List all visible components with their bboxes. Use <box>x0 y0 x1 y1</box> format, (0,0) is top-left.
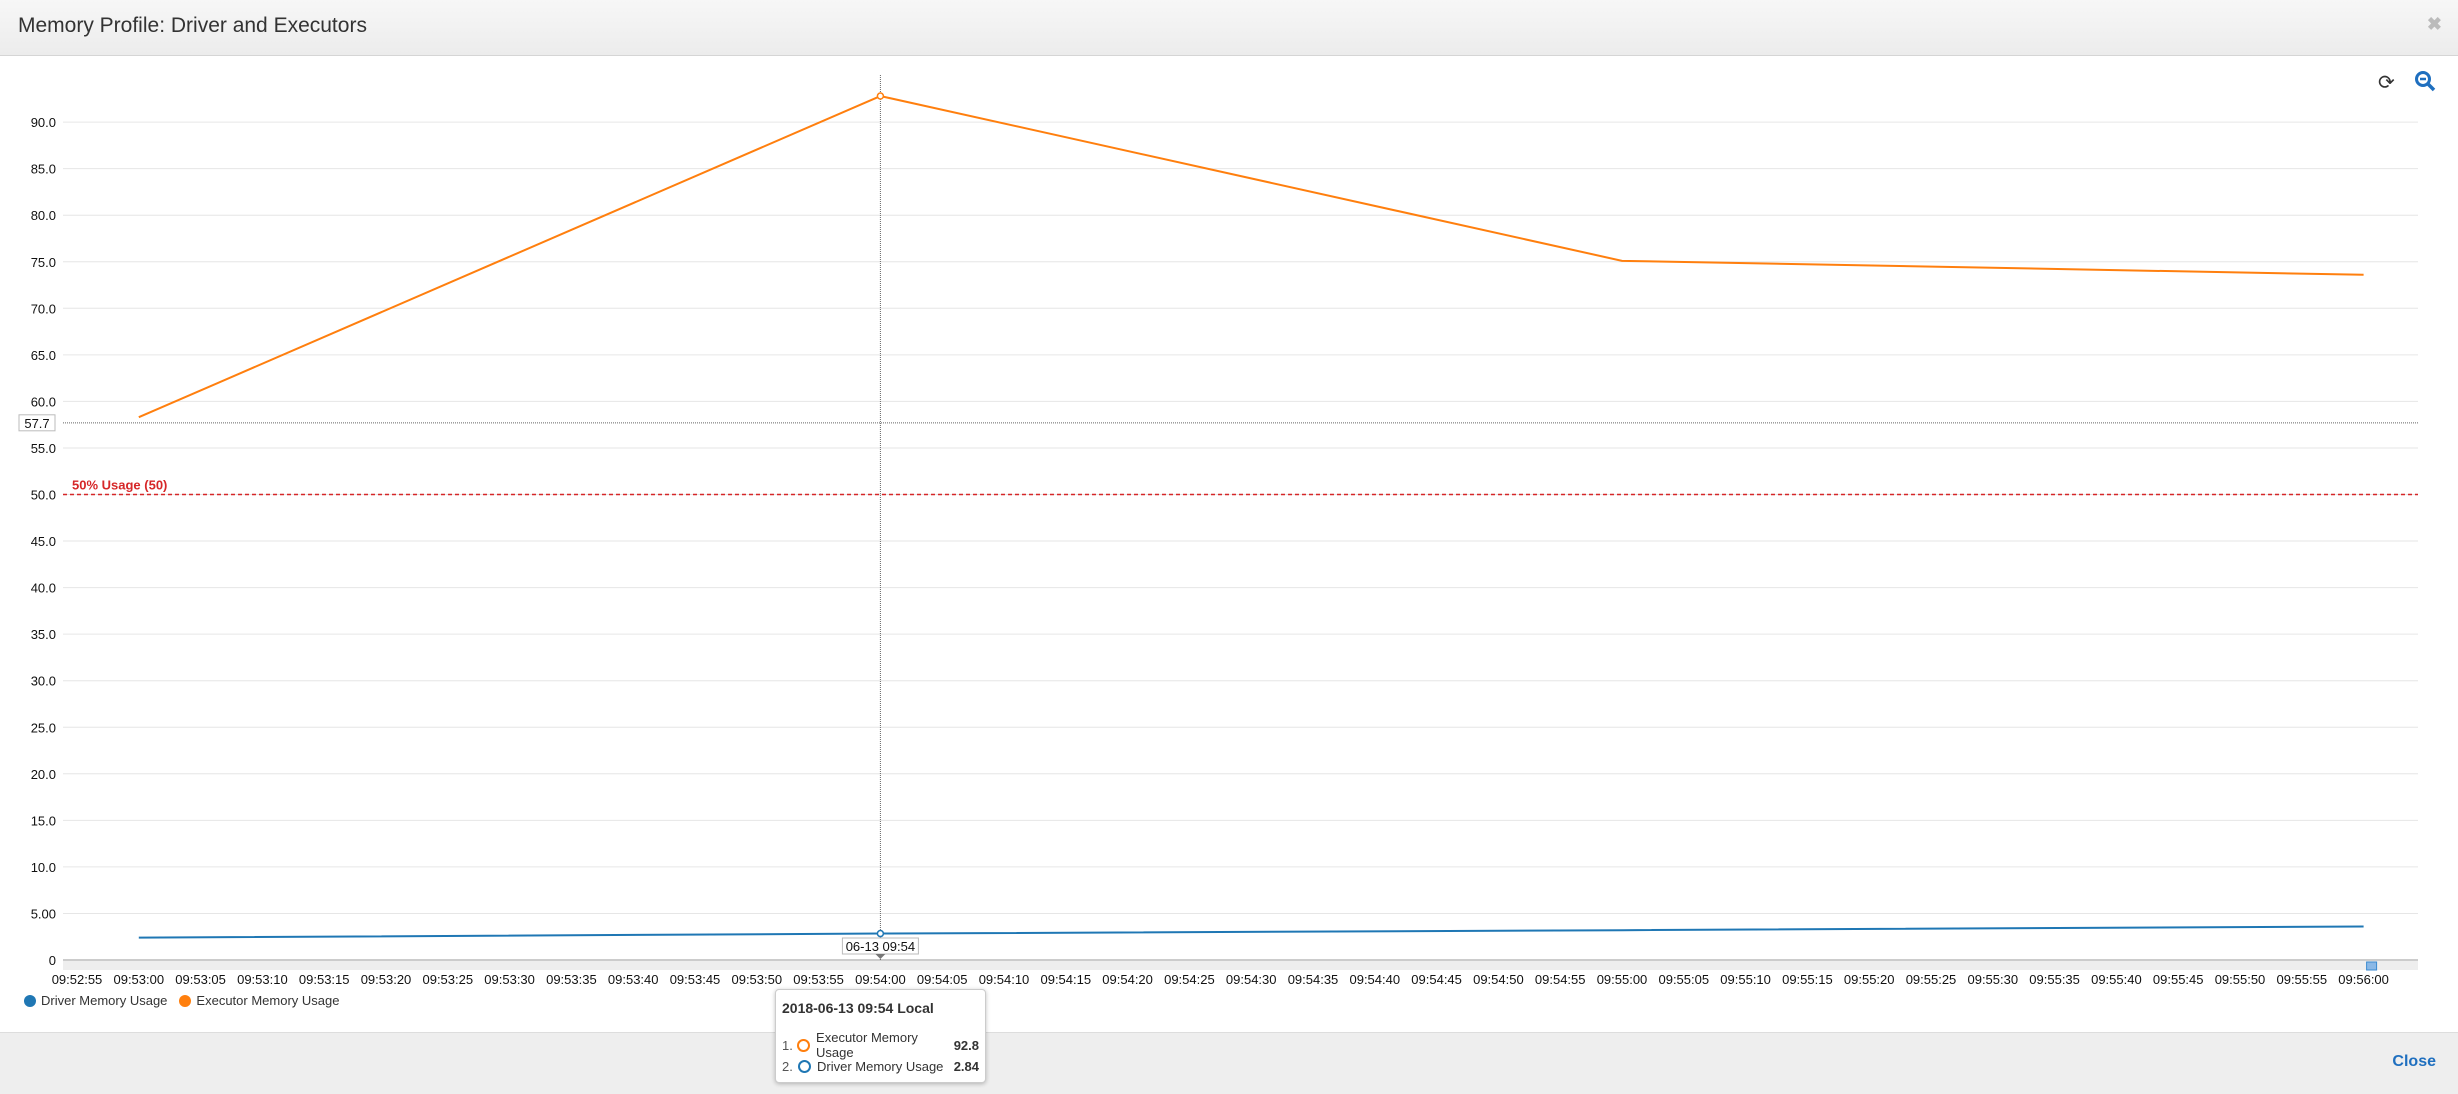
x-tick-label: 09:54:15 <box>1040 972 1091 987</box>
x-tick-label: 09:55:20 <box>1844 972 1895 987</box>
x-tick-label: 09:53:25 <box>422 972 473 987</box>
y-tick-label: 0 <box>49 953 56 968</box>
x-tick-label: 09:53:35 <box>546 972 597 987</box>
x-tick-label: 09:52:55 <box>52 972 103 987</box>
x-tick-label: 09:53:50 <box>731 972 782 987</box>
y-tick-label: 30.0 <box>31 674 56 689</box>
y-tick-label: 65.0 <box>31 348 56 363</box>
x-tick-label: 09:54:35 <box>1288 972 1339 987</box>
tooltip-value: 2.84 <box>953 1059 979 1074</box>
x-tick-label: 09:55:35 <box>2029 972 2080 987</box>
x-tick-label: 09:55:00 <box>1597 972 1648 987</box>
legend-swatch <box>24 994 36 1007</box>
x-tick-label: 09:53:40 <box>608 972 659 987</box>
legend-item-executor[interactable]: Executor Memory Usage <box>179 993 339 1008</box>
x-tick-label: 09:53:55 <box>793 972 844 987</box>
x-tick-label: 09:54:55 <box>1535 972 1586 987</box>
crosshair-y-label: 57.7 <box>24 416 49 431</box>
x-tick-label: 09:54:10 <box>979 972 1030 987</box>
x-tick-label: 09:54:30 <box>1226 972 1277 987</box>
y-tick-label: 25.0 <box>31 720 56 735</box>
x-tick-label: 09:54:50 <box>1473 972 1524 987</box>
x-tick-label: 09:55:45 <box>2153 972 2204 987</box>
x-tick-label: 09:53:20 <box>361 972 412 987</box>
x-tick-label: 09:55:15 <box>1782 972 1833 987</box>
x-tick-label: 09:53:00 <box>113 972 164 987</box>
modal-header: Memory Profile: Driver and Executors ✖ <box>0 0 2458 56</box>
range-handle[interactable] <box>2366 961 2378 971</box>
range-scrollbar[interactable] <box>63 960 2418 970</box>
legend-label: Driver Memory Usage <box>41 993 168 1008</box>
x-tick-label: 09:54:20 <box>1102 972 1153 987</box>
y-tick-label: 20.0 <box>31 767 56 782</box>
y-tick-label: 15.0 <box>31 813 56 828</box>
chart-tooltip: 2018-06-13 09:54 Local 1. Executor Memor… <box>775 989 986 1083</box>
x-tick-label: 09:56:00 <box>2338 972 2389 987</box>
modal-title: Memory Profile: Driver and Executors <box>18 14 367 37</box>
chart-legend: Driver Memory Usage Executor Memory Usag… <box>24 993 339 1008</box>
crosshair-x-label: 06-13 09:54 <box>846 939 915 954</box>
y-tick-label: 80.0 <box>31 208 56 223</box>
x-tick-label: 09:54:45 <box>1411 972 1462 987</box>
y-tick-label: 85.0 <box>31 162 56 177</box>
x-tick-label: 09:54:25 <box>1164 972 1215 987</box>
y-tick-label: 35.0 <box>31 627 56 642</box>
y-tick-label: 5.00 <box>31 906 56 921</box>
hover-point <box>876 929 885 938</box>
close-icon[interactable]: ✖ <box>2426 14 2442 34</box>
x-tick-label: 09:55:50 <box>2215 972 2266 987</box>
y-tick-label: 90.0 <box>31 115 56 130</box>
hover-point <box>876 92 885 100</box>
x-tick-label: 09:53:15 <box>299 972 350 987</box>
x-tick-label: 09:55:40 <box>2091 972 2142 987</box>
y-tick-label: 60.0 <box>31 394 56 409</box>
tooltip-series-name: Executor Memory Usage <box>816 1030 918 1060</box>
x-tick-label: 09:54:00 <box>855 972 906 987</box>
tooltip-title: 2018-06-13 09:54 Local <box>782 1000 934 1016</box>
circle-marker-icon <box>797 1038 811 1052</box>
crosshair-pointer <box>875 954 886 959</box>
threshold-label: 50% Usage (50) <box>72 478 167 493</box>
x-tick-label: 09:53:10 <box>237 972 288 987</box>
legend-item-driver[interactable]: Driver Memory Usage <box>24 993 167 1008</box>
legend-swatch <box>179 994 192 1007</box>
x-tick-label: 09:53:05 <box>175 972 226 987</box>
y-tick-label: 45.0 <box>31 534 56 549</box>
crosshair-y-box <box>18 414 56 432</box>
tooltip-index: 1. <box>782 1037 793 1053</box>
close-button[interactable]: Close <box>2392 1053 2436 1070</box>
y-tick-label: 40.0 <box>31 581 56 596</box>
x-tick-label: 09:55:25 <box>1906 972 1957 987</box>
x-tick-label: 09:55:55 <box>2276 972 2327 987</box>
zoom-out-icon[interactable] <box>2414 70 2436 98</box>
y-tick-label: 50.0 <box>31 488 56 503</box>
refresh-icon[interactable]: ⟳ <box>2378 72 2395 94</box>
series-line-executor <box>138 94 2364 419</box>
x-tick-label: 09:55:10 <box>1720 972 1771 987</box>
x-tick-label: 09:53:45 <box>670 972 721 987</box>
x-tick-label: 09:53:30 <box>484 972 535 987</box>
x-tick-label: 09:54:05 <box>917 972 968 987</box>
y-tick-label: 70.0 <box>31 301 56 316</box>
modal-footer: Close <box>0 1032 2458 1094</box>
tooltip-row: 1. Executor Memory Usage 92.8 <box>782 1030 979 1060</box>
tooltip-row: 2. Driver Memory Usage 2.84 <box>782 1059 979 1074</box>
series-line-driver <box>138 925 2364 939</box>
x-tick-label: 09:54:40 <box>1349 972 1400 987</box>
y-tick-label: 10.0 <box>31 860 56 875</box>
tooltip-index: 2. <box>782 1059 793 1074</box>
x-tick-label: 09:55:30 <box>1967 972 2018 987</box>
circle-marker-icon <box>798 1060 811 1073</box>
y-tick-label: 55.0 <box>31 441 56 456</box>
x-tick-label: 09:55:05 <box>1658 972 1709 987</box>
y-tick-label: 75.0 <box>31 255 56 270</box>
legend-label: Executor Memory Usage <box>196 993 340 1008</box>
tooltip-series-name: Driver Memory Usage <box>817 1059 944 1074</box>
tooltip-value: 92.8 <box>953 1037 979 1053</box>
